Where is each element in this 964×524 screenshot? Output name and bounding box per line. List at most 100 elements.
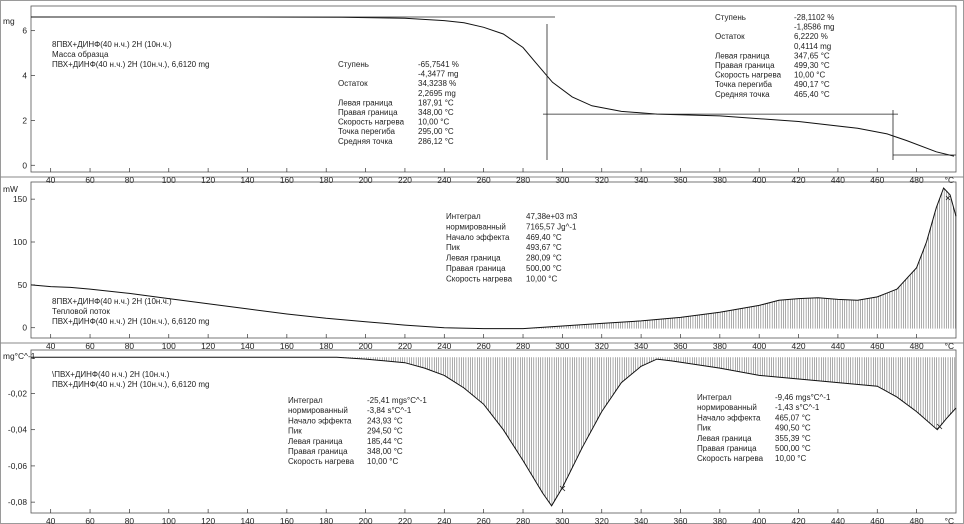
x-tick-label: 40	[46, 516, 56, 524]
x-tick-label: 260	[477, 175, 491, 185]
annotation-value: 34,3238 %	[418, 79, 456, 88]
x-tick-label: 220	[398, 341, 412, 351]
y-tick-label: -0,04	[8, 425, 27, 435]
annotation-label: Левая граница	[446, 254, 501, 263]
y-tick-label: -0,02	[8, 388, 27, 398]
annotation-label: Левая граница	[715, 51, 770, 60]
x-tick-label: 180	[319, 175, 333, 185]
legend-entry: Масса образца	[52, 50, 109, 59]
x-tick-label: 420	[792, 516, 806, 524]
legend-entry: 8ПВХ+ДИНФ(40 н.ч.) 2Н (10н.ч.)	[52, 297, 172, 306]
annotation-value: -1,43 s°C^-1	[775, 403, 820, 412]
x-tick-label: 140	[240, 341, 254, 351]
annotation-value: 280,09 °C	[526, 254, 562, 263]
x-tick-label: 320	[595, 341, 609, 351]
annotation-label: Точка перегиба	[338, 127, 396, 136]
x-tick-label: 280	[516, 516, 530, 524]
legend-entry: \ПВХ+ДИНФ(40 н.ч.) 2Н (10н.ч.)	[52, 370, 170, 379]
x-tick-label: 480	[910, 175, 924, 185]
x-tick-label: 80	[125, 341, 135, 351]
annotation-value: 10,00 °C	[367, 457, 398, 466]
annotation-value: -28,1102 %	[794, 13, 834, 22]
x-tick-label: 480	[910, 516, 924, 524]
x-tick-label: 240	[437, 175, 451, 185]
annotation-value: -3,84 s°C^-1	[367, 406, 412, 415]
panel-0-box	[30, 5, 957, 173]
annotation-label: Средняя точка	[338, 137, 393, 146]
annotation-value: -9,46 mgs°C^-1	[775, 393, 831, 402]
x-tick-label: 60	[85, 175, 95, 185]
y-tick-label: 0	[22, 323, 27, 333]
x-tick-label: 120	[201, 341, 215, 351]
annotation-value: 286,12 °C	[418, 137, 454, 146]
x-tick-label: 220	[398, 175, 412, 185]
x-tick-label: 460	[870, 175, 884, 185]
annotation-value: 0,4114 mg	[794, 42, 831, 51]
x-tick-label: 480	[910, 341, 924, 351]
x-tick-label: 160	[280, 516, 294, 524]
annotation-value: 500,00 °C	[775, 444, 811, 453]
y-axis-unit-label: mg°C^-1	[3, 351, 36, 361]
x-tick-label: 360	[673, 175, 687, 185]
annotation-label: нормированный	[446, 222, 506, 231]
x-tick-label: 200	[359, 516, 373, 524]
x-tick-label: 340	[634, 175, 648, 185]
annotation-value: 500,00 °C	[526, 264, 562, 273]
annotation-label: Правая граница	[715, 61, 775, 70]
x-tick-label: 380	[713, 516, 727, 524]
x-tick-label: 240	[437, 516, 451, 524]
y-tick-label: 150	[13, 194, 27, 204]
x-tick-label: 160	[280, 341, 294, 351]
x-tick-label: 40	[46, 341, 56, 351]
annotation-value: 490,50 °C	[775, 424, 811, 433]
annotation-label: Интеграл	[446, 212, 481, 221]
y-axis-unit-label: mW	[3, 184, 18, 194]
annotation-value: 493,67 °C	[526, 243, 562, 252]
annotation-value: 243,93 °C	[367, 416, 403, 425]
x-tick-label: 120	[201, 175, 215, 185]
panel-1-box	[30, 181, 957, 339]
y-tick-label: -0,08	[8, 497, 27, 507]
x-tick-label: 360	[673, 341, 687, 351]
annotation-value: 2,2695 mg	[418, 89, 456, 98]
annotation-label: Начало эффекта	[697, 413, 761, 422]
x-tick-label: 140	[240, 175, 254, 185]
annotation-value: 185,44 °C	[367, 437, 403, 446]
x-tick-label: 400	[752, 175, 766, 185]
legend-entry: 8ПВХ+ДИНФ(40 н.ч.) 2Н (10н.ч.)	[52, 40, 172, 49]
annotation-value: 295,00 °C	[418, 127, 454, 136]
annotation-label: нормированный	[288, 406, 348, 415]
annotation-label: Скорость нагрева	[715, 71, 782, 80]
panel-2-box	[30, 349, 957, 514]
series-2-curve	[31, 356, 957, 507]
legend-entry: ПВХ+ДИНФ(40 н.ч.) 2Н (10н.ч.), 6,6120 mg	[52, 380, 209, 389]
x-tick-label: 160	[280, 175, 294, 185]
peak-marker	[559, 485, 566, 492]
annotation-value: 469,40 °C	[526, 233, 562, 242]
annotation-value: 10,00 °C	[794, 71, 825, 80]
x-tick-label: 400	[752, 341, 766, 351]
annotation-value: 47,38e+03 m3	[526, 212, 578, 221]
x-tick-label: 420	[792, 341, 806, 351]
x-tick-label: 180	[319, 516, 333, 524]
x-tick-label: 360	[673, 516, 687, 524]
x-tick-label: 280	[516, 175, 530, 185]
annotation-value: 10,00 °C	[418, 118, 449, 127]
y-tick-label: 4	[22, 71, 27, 81]
annotation-value: 7165,57 Jg^-1	[526, 222, 577, 231]
x-tick-label: 60	[85, 341, 95, 351]
x-tick-label: 40	[46, 175, 56, 185]
annotation-value: 187,91 °C	[418, 98, 454, 107]
x-tick-label: 400	[752, 516, 766, 524]
x-axis-unit-label: °C	[945, 341, 954, 351]
annotation-label: Левая граница	[697, 434, 752, 443]
annotation-label: Пик	[446, 243, 460, 252]
annotation-label: Ступень	[715, 13, 746, 22]
x-tick-label: 100	[162, 516, 176, 524]
x-tick-label: 60	[85, 516, 95, 524]
annotation-value: 490,17 °C	[794, 80, 830, 89]
x-tick-label: 80	[125, 516, 135, 524]
x-tick-label: 460	[870, 516, 884, 524]
